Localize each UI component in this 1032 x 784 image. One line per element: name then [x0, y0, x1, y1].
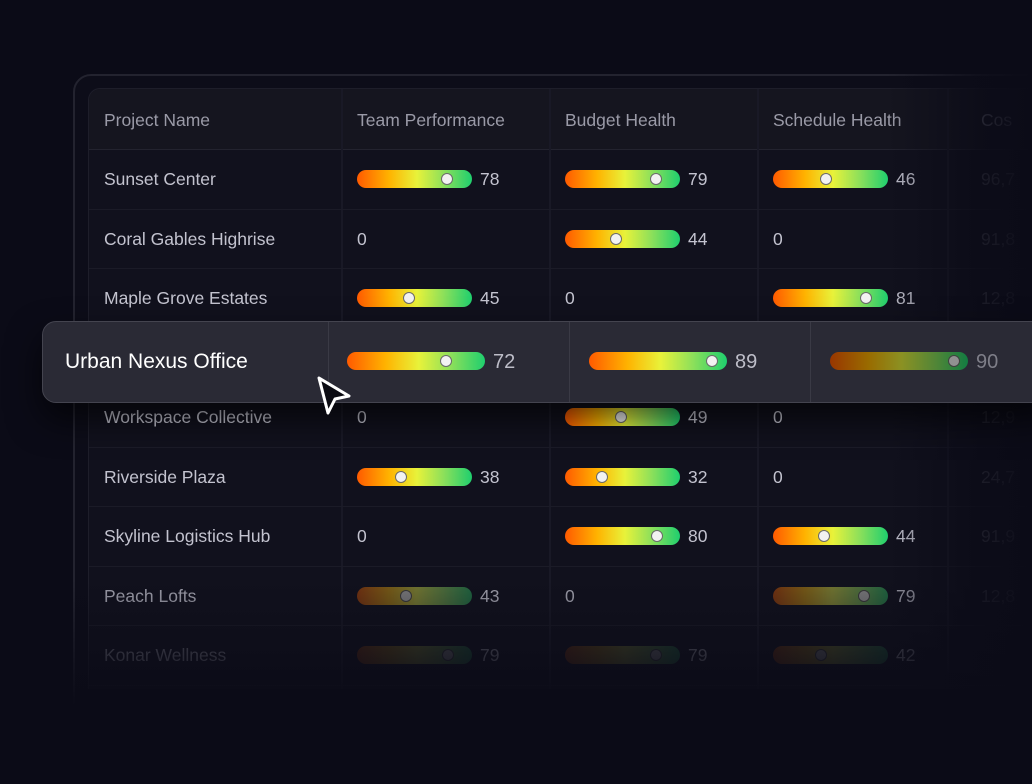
schedule-health-knob[interactable]	[819, 173, 832, 185]
team-performance-value: 78	[480, 169, 500, 189]
cost-value: 96,7	[981, 169, 1016, 189]
schedule-health-bar	[773, 646, 888, 664]
highlighted-schedule-health-knob[interactable]	[948, 355, 961, 367]
budget-health-value: 44	[688, 228, 708, 249]
schedule-health-knob[interactable]	[815, 649, 828, 661]
header-budget-health[interactable]: Budget Health	[565, 110, 676, 130]
team-performance-value: 45	[480, 288, 500, 308]
schedule-health-value: 44	[896, 526, 916, 546]
budget-health-knob[interactable]	[595, 470, 608, 483]
budget-health-bar	[565, 229, 680, 248]
project-name: Coral Gables Highrise	[104, 228, 276, 249]
mouse-pointer-icon	[317, 376, 351, 415]
budget-health-knob[interactable]	[615, 411, 628, 423]
project-name: Konar Wellness	[104, 645, 227, 665]
budget-health-knob[interactable]	[651, 530, 663, 542]
team-performance-value: 38	[480, 466, 500, 487]
schedule-health-bar	[773, 289, 888, 307]
highlighted-budget-health-bar	[589, 352, 727, 370]
schedule-health-value: 0	[773, 466, 783, 487]
column-divider	[328, 322, 329, 402]
team-performance-knob[interactable]	[440, 173, 453, 185]
schedule-health-bar	[773, 527, 888, 545]
budget-health-value: 79	[688, 169, 708, 189]
budget-health-value: 49	[688, 407, 708, 427]
budget-health-value: 80	[688, 526, 708, 546]
team-performance-knob[interactable]	[402, 292, 415, 304]
budget-health-bar	[565, 467, 680, 486]
project-name: Peach Lofts	[104, 585, 197, 606]
cost-value: 12,9	[981, 407, 1016, 427]
schedule-health-bar	[773, 586, 888, 605]
header-team-performance[interactable]: Team Performance	[357, 110, 505, 130]
row-divider	[89, 268, 1032, 269]
team-performance-bar	[357, 646, 472, 664]
project-name: Maple Grove Estates	[104, 288, 268, 308]
highlighted-team-performance-bar	[347, 352, 485, 370]
team-performance-value: 43	[480, 585, 500, 606]
team-performance-knob[interactable]	[400, 589, 413, 602]
highlighted-team-performance-value: 72	[493, 351, 516, 373]
highlighted-schedule-health-bar	[830, 352, 968, 370]
schedule-health-value: 81	[896, 288, 916, 308]
project-name: Workspace Collective	[104, 407, 272, 427]
budget-health-bar	[565, 646, 680, 664]
header-project-name[interactable]: Project Name	[104, 110, 211, 130]
budget-health-knob[interactable]	[649, 649, 662, 661]
row-divider	[89, 506, 1032, 507]
schedule-health-knob[interactable]	[860, 292, 873, 304]
row-divider	[89, 684, 1032, 686]
highlighted-budget-health-knob[interactable]	[705, 355, 718, 367]
schedule-health-value: 0	[773, 407, 783, 427]
project-name: Riverside Plaza	[104, 466, 226, 487]
team-performance-value: 79	[480, 645, 500, 665]
budget-health-bar	[565, 170, 680, 188]
schedule-health-bar	[773, 170, 888, 188]
budget-health-knob[interactable]	[609, 232, 622, 245]
cost-value: 24,7	[981, 466, 1016, 487]
schedule-health-knob[interactable]	[817, 530, 830, 542]
project-name: Skyline Logistics Hub	[104, 526, 271, 546]
project-name: Sunset Center	[104, 169, 216, 189]
column-divider	[810, 322, 811, 402]
schedule-health-value: 42	[896, 645, 916, 665]
budget-health-value: 79	[688, 645, 708, 665]
team-performance-bar	[357, 170, 472, 188]
highlighted-schedule-health-value: 90	[976, 351, 999, 373]
team-performance-value: 0	[357, 407, 367, 427]
budget-health-bar	[565, 408, 680, 426]
team-performance-value: 0	[357, 228, 367, 249]
row-divider	[89, 565, 1032, 567]
column-divider	[569, 322, 570, 402]
team-performance-value: 0	[357, 526, 367, 546]
schedule-health-knob[interactable]	[857, 589, 870, 602]
cost-value: 12,8	[981, 288, 1016, 308]
highlighted-team-performance-knob[interactable]	[440, 355, 453, 367]
budget-health-knob[interactable]	[649, 173, 662, 185]
schedule-health-value: 46	[896, 169, 916, 189]
row-divider	[89, 208, 1032, 210]
schedule-health-value: 79	[896, 585, 916, 606]
team-performance-knob[interactable]	[394, 470, 407, 483]
highlighted-project-name: Urban Nexus Office	[65, 350, 248, 373]
row-divider	[89, 446, 1032, 448]
header-schedule-health[interactable]: Schedule Health	[773, 110, 902, 130]
highlighted-row[interactable]: Urban Nexus Office 72 89 90	[42, 321, 1032, 403]
budget-health-value: 32	[688, 466, 708, 487]
cost-value: 91,9	[981, 526, 1016, 546]
budget-health-value: 0	[565, 288, 575, 308]
highlighted-budget-health-value: 89	[735, 351, 758, 373]
row-divider	[89, 625, 1032, 626]
team-performance-bar	[357, 289, 472, 307]
schedule-health-value: 0	[773, 228, 783, 249]
header-cost[interactable]: Cos	[981, 110, 1013, 130]
cost-value: 12,8	[981, 585, 1016, 606]
cost-value: 91,8	[981, 228, 1016, 249]
budget-health-value: 0	[565, 585, 575, 606]
team-performance-bar	[357, 586, 472, 605]
team-performance-bar	[357, 467, 472, 486]
team-performance-knob[interactable]	[441, 649, 454, 661]
budget-health-bar	[565, 527, 680, 545]
